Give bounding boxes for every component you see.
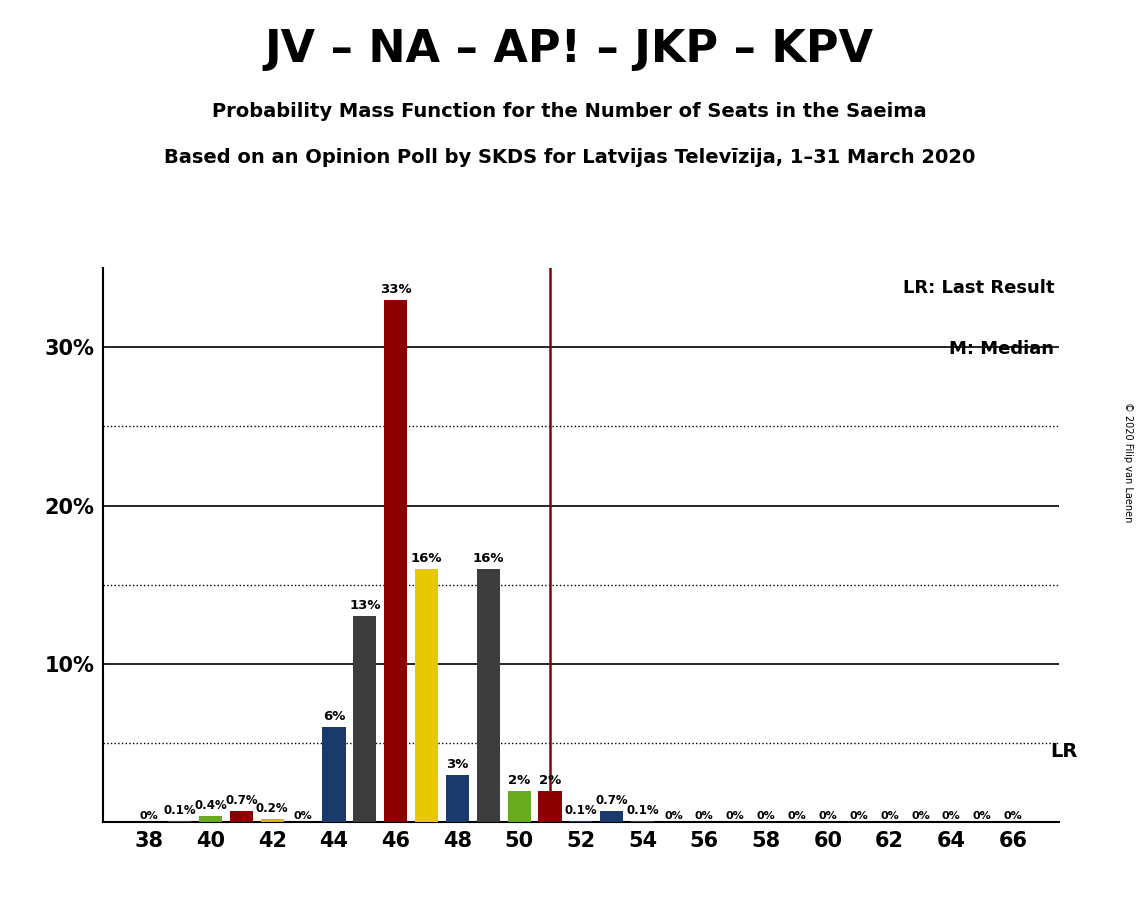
Text: 0%: 0% <box>911 810 929 821</box>
Text: 0%: 0% <box>726 810 745 821</box>
Text: 0%: 0% <box>819 810 837 821</box>
Bar <box>508 791 531 822</box>
Bar <box>384 299 408 822</box>
Text: 16%: 16% <box>411 552 442 565</box>
Text: 3%: 3% <box>446 758 468 771</box>
Bar <box>445 775 469 822</box>
Text: 33%: 33% <box>380 283 411 296</box>
Text: 2%: 2% <box>508 773 531 786</box>
Bar <box>415 569 439 822</box>
Text: LR: LR <box>1050 742 1077 760</box>
Text: Probability Mass Function for the Number of Seats in the Saeima: Probability Mass Function for the Number… <box>212 102 927 121</box>
Text: 0%: 0% <box>850 810 868 821</box>
Bar <box>169 821 191 822</box>
Bar <box>477 569 500 822</box>
Text: 0.7%: 0.7% <box>226 795 257 808</box>
Text: 0%: 0% <box>294 810 312 821</box>
Text: 0%: 0% <box>880 810 899 821</box>
Bar <box>631 821 654 822</box>
Text: Based on an Opinion Poll by SKDS for Latvijas Televīzija, 1–31 March 2020: Based on an Opinion Poll by SKDS for Lat… <box>164 148 975 167</box>
Text: 6%: 6% <box>322 711 345 723</box>
Bar <box>539 791 562 822</box>
Text: 13%: 13% <box>349 600 380 613</box>
Text: 0%: 0% <box>942 810 960 821</box>
Bar <box>199 816 222 822</box>
Text: 2%: 2% <box>539 773 562 786</box>
Text: M: Median: M: Median <box>950 340 1055 358</box>
Text: 0%: 0% <box>139 810 158 821</box>
Text: © 2020 Filip van Laenen: © 2020 Filip van Laenen <box>1123 402 1133 522</box>
Text: 0.7%: 0.7% <box>596 795 628 808</box>
Text: 0%: 0% <box>695 810 714 821</box>
Text: 0.1%: 0.1% <box>163 804 196 817</box>
Text: 0.1%: 0.1% <box>626 804 659 817</box>
Text: 0%: 0% <box>756 810 776 821</box>
Text: JV – NA – AP! – JKP – KPV: JV – NA – AP! – JKP – KPV <box>265 28 874 71</box>
Bar <box>261 820 284 822</box>
Text: 0.2%: 0.2% <box>256 802 288 815</box>
Bar <box>600 811 623 822</box>
Bar <box>230 811 253 822</box>
Text: 0%: 0% <box>664 810 683 821</box>
Text: 0.1%: 0.1% <box>565 804 597 817</box>
Text: 0%: 0% <box>1003 810 1023 821</box>
Text: LR: Last Result: LR: Last Result <box>903 279 1055 297</box>
Bar <box>353 616 376 822</box>
Text: 0%: 0% <box>787 810 806 821</box>
Text: M: M <box>362 559 384 579</box>
Bar <box>570 821 592 822</box>
Text: 0.4%: 0.4% <box>194 799 227 812</box>
Text: 16%: 16% <box>473 552 505 565</box>
Bar <box>322 727 345 822</box>
Text: 0%: 0% <box>973 810 991 821</box>
